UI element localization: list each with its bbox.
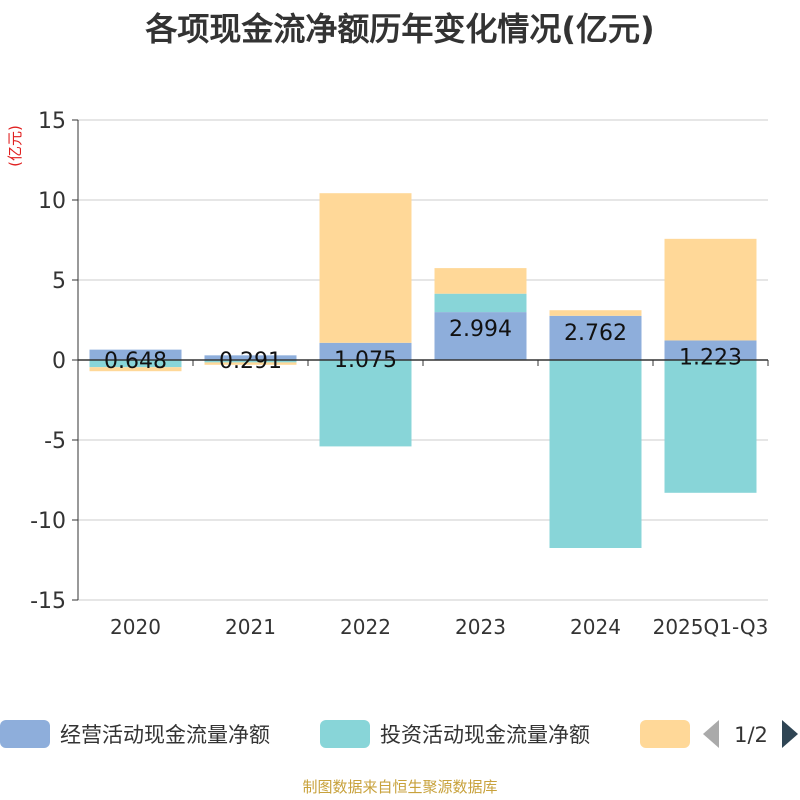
bar-segment-3 — [549, 310, 642, 316]
x-tick-label: 2020 — [110, 615, 161, 639]
bar-segment-2 — [89, 360, 182, 368]
legend-label-1: 经营活动现金流量净额 — [60, 723, 270, 747]
bar-segment-3 — [204, 362, 297, 365]
legend-label-2: 投资活动现金流量净额 — [380, 723, 590, 747]
data-label: 2.994 — [449, 317, 512, 342]
y-tick-label: -10 — [30, 509, 66, 534]
y-tick-label: -5 — [44, 429, 66, 454]
x-tick-label: 2025Q1-Q3 — [653, 615, 769, 639]
data-label: 0.648 — [104, 349, 167, 374]
bar-segment-1 — [204, 355, 297, 360]
data-label: 0.291 — [219, 349, 282, 374]
bar-segment-2 — [664, 360, 757, 493]
bar-segment-1 — [434, 312, 527, 360]
y-tick-label: -15 — [30, 589, 66, 614]
bar-segment-2 — [319, 360, 412, 447]
source-note: 制图数据来自恒生聚源数据库 — [302, 778, 498, 796]
bar-segment-3 — [434, 268, 527, 294]
bar-segment-1 — [89, 349, 182, 360]
y-axis-label: (亿元) — [6, 125, 24, 167]
bar-segment-2 — [549, 360, 642, 548]
legend-swatch-2 — [320, 720, 370, 748]
legend-prev-icon[interactable] — [703, 720, 719, 748]
bar-segment-2 — [434, 293, 527, 313]
legend-swatch-3 — [640, 720, 690, 748]
data-label: 1.075 — [334, 348, 397, 373]
y-tick-label: 5 — [52, 269, 66, 294]
y-tick-label: 10 — [38, 189, 66, 214]
bar-segment-1 — [664, 340, 757, 360]
y-tick-label: 15 — [38, 109, 66, 134]
data-label: 2.762 — [564, 321, 627, 346]
x-tick-label: 2022 — [340, 615, 391, 639]
bar-segment-3 — [319, 193, 412, 343]
bar-segment-1 — [549, 315, 642, 360]
bar-segment-2 — [204, 360, 297, 363]
legend-page-indicator: 1/2 — [734, 723, 768, 747]
legend-swatch-1 — [0, 720, 50, 748]
legend-next-icon[interactable] — [782, 720, 798, 748]
data-label: 1.223 — [679, 345, 742, 370]
bar-segment-3 — [664, 238, 757, 341]
chart-title: 各项现金流净额历年变化情况(亿元) — [145, 10, 655, 48]
x-tick-label: 2023 — [455, 615, 506, 639]
y-tick-label: 0 — [52, 349, 66, 374]
x-tick-label: 2021 — [225, 615, 276, 639]
bar-segment-3 — [89, 367, 182, 372]
x-tick-label: 2024 — [570, 615, 621, 639]
bar-segment-1 — [319, 342, 412, 360]
